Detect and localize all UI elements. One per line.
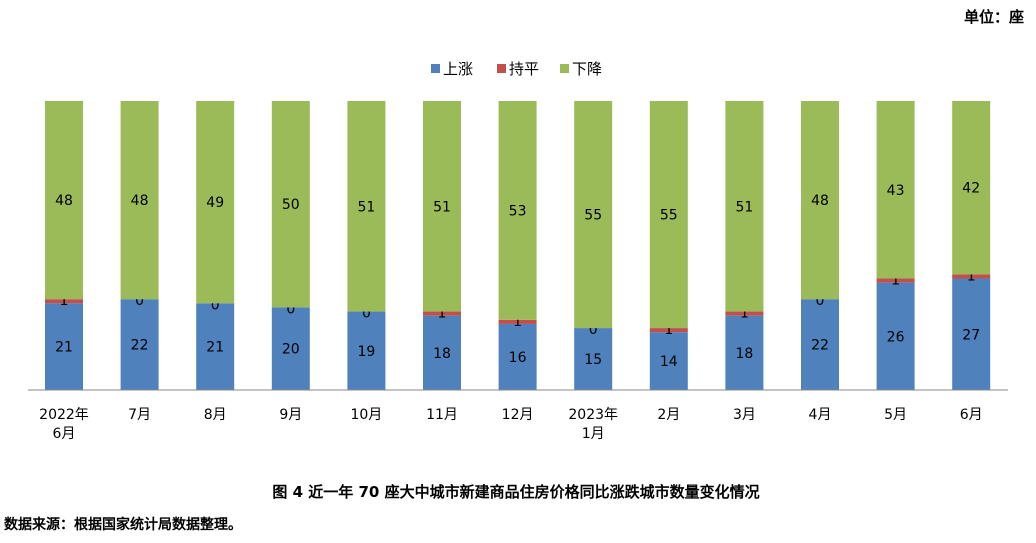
category-label-13: 6月 [960,407,983,423]
bar-3-10 [725,101,764,312]
bar-1-9 [649,332,688,390]
data-label-3-11: 48 [811,193,829,209]
bar-3-11 [801,101,839,300]
category-label-10: 3月 [733,407,756,423]
data-label-2-9: 1 [664,322,673,338]
bar-2-7 [498,319,537,324]
category-label-5: 10月 [350,407,382,423]
category-label-11: 4月 [809,407,832,423]
category-label-3: 8月 [204,407,227,423]
data-label-2-5: 0 [362,306,371,322]
legend-swatch-2 [497,64,506,73]
data-label-2-4: 0 [286,301,295,317]
data-label-3-10: 51 [735,199,753,215]
bar-3-12 [876,101,915,279]
bar-3-8 [574,101,613,329]
data-label-1-9: 14 [660,354,678,370]
data-label-3-6: 51 [433,199,451,215]
category-labels: 2022年 6月 7月 8月 9月 10月 11月 12月 2023年 1月 2月 3月 4月 5月 6月 [39,407,982,442]
category-label-1: 2022年 6月 [39,407,89,442]
category-label-7: 12月 [502,407,534,423]
bar-1-8 [574,328,613,390]
data-label-3-7: 53 [509,203,527,219]
data-source-note: 数据来源：根据国家统计局数据整理。 [4,516,242,533]
bar-3-4 [271,101,310,308]
data-label-1-11: 22 [811,338,829,354]
bar-1-10 [725,315,764,390]
bar-1-2 [120,299,159,390]
data-label-1-7: 16 [509,350,527,366]
data-label-1-3: 21 [206,340,224,356]
category-label-6: 11月 [426,407,458,423]
bar-1-1 [45,303,83,390]
bar-1-12 [876,282,915,390]
data-label-3-5: 51 [357,199,375,215]
legend-swatch-3 [560,64,569,73]
data-label-3-13: 42 [962,181,980,197]
data-label-1-12: 26 [887,329,905,345]
data-label-2-3: 0 [211,297,220,313]
category-label-2: 7月 [128,407,151,423]
data-label-1-5: 19 [357,344,375,360]
bar-3-9 [649,101,688,329]
bar-3-6 [423,101,461,312]
data-label-3-12: 43 [887,183,905,199]
bar-3-2 [120,101,159,300]
data-label-1-4: 20 [282,342,300,358]
data-label-3-8: 55 [584,208,602,224]
category-label-4: 9月 [279,407,302,423]
bar-1-3 [196,303,235,390]
unit-label: 单位：座 [964,8,1024,26]
bar-2-1 [45,299,83,304]
bar-3-1 [45,101,83,300]
bar-1-13 [952,278,991,390]
bar-2-12 [876,278,915,283]
bar-3-7 [498,101,537,320]
bar-1-7 [498,323,537,390]
bar-3-3 [196,101,235,304]
bar-3-13 [952,101,991,275]
category-label-8: 2023年 1月 [568,407,618,442]
data-label-1-6: 18 [433,346,451,362]
data-label-2-13: 1 [967,268,976,284]
data-label-2-6: 1 [438,306,447,322]
data-label-1-2: 22 [131,338,149,354]
data-label-2-10: 1 [740,306,749,322]
figure-caption: 图 4 近一年 70 座大中城市新建商品住房价格同比涨跌城市数量变化情况 [272,483,759,501]
data-label-1-10: 18 [735,346,753,362]
data-label-3-9: 55 [660,208,678,224]
data-label-3-1: 48 [55,193,73,209]
bar-1-11 [801,299,839,390]
legend-label-3: 下降 [572,60,602,78]
bar-2-6 [423,311,461,316]
data-label-3-2: 48 [131,193,149,209]
data-label-2-12: 1 [891,273,900,289]
legend-label-1: 上涨 [443,60,473,78]
data-label-2-8: 0 [589,322,598,338]
category-label-9: 2月 [657,407,680,423]
data-label-2-11: 0 [816,293,825,309]
bar-1-6 [423,315,461,390]
data-label-1-13: 27 [962,327,980,343]
bar-3-5 [347,101,386,312]
bar-2-13 [952,274,991,279]
data-label-3-3: 49 [206,195,224,211]
bar-1-5 [347,311,386,390]
data-label-2-2: 0 [135,293,144,309]
bar-1-4 [271,307,310,390]
legend-swatch-1 [431,64,440,73]
legend: 上涨 持平 下降 [431,60,602,78]
category-label-12: 5月 [884,407,907,423]
data-label-1-1: 21 [55,340,73,356]
bar-2-10 [725,311,764,316]
legend-label-2: 持平 [509,60,539,78]
data-label-3-4: 50 [282,197,300,213]
bar-2-9 [649,328,688,333]
data-label-2-7: 1 [513,314,522,330]
data-label-2-1: 1 [60,293,69,309]
data-label-1-8: 15 [584,352,602,368]
bars-group: 21 1 48 22 0 48 21 0 49 20 0 50 19 0 51 18 1 51 16 1 53 15 0 55… [45,101,991,390]
